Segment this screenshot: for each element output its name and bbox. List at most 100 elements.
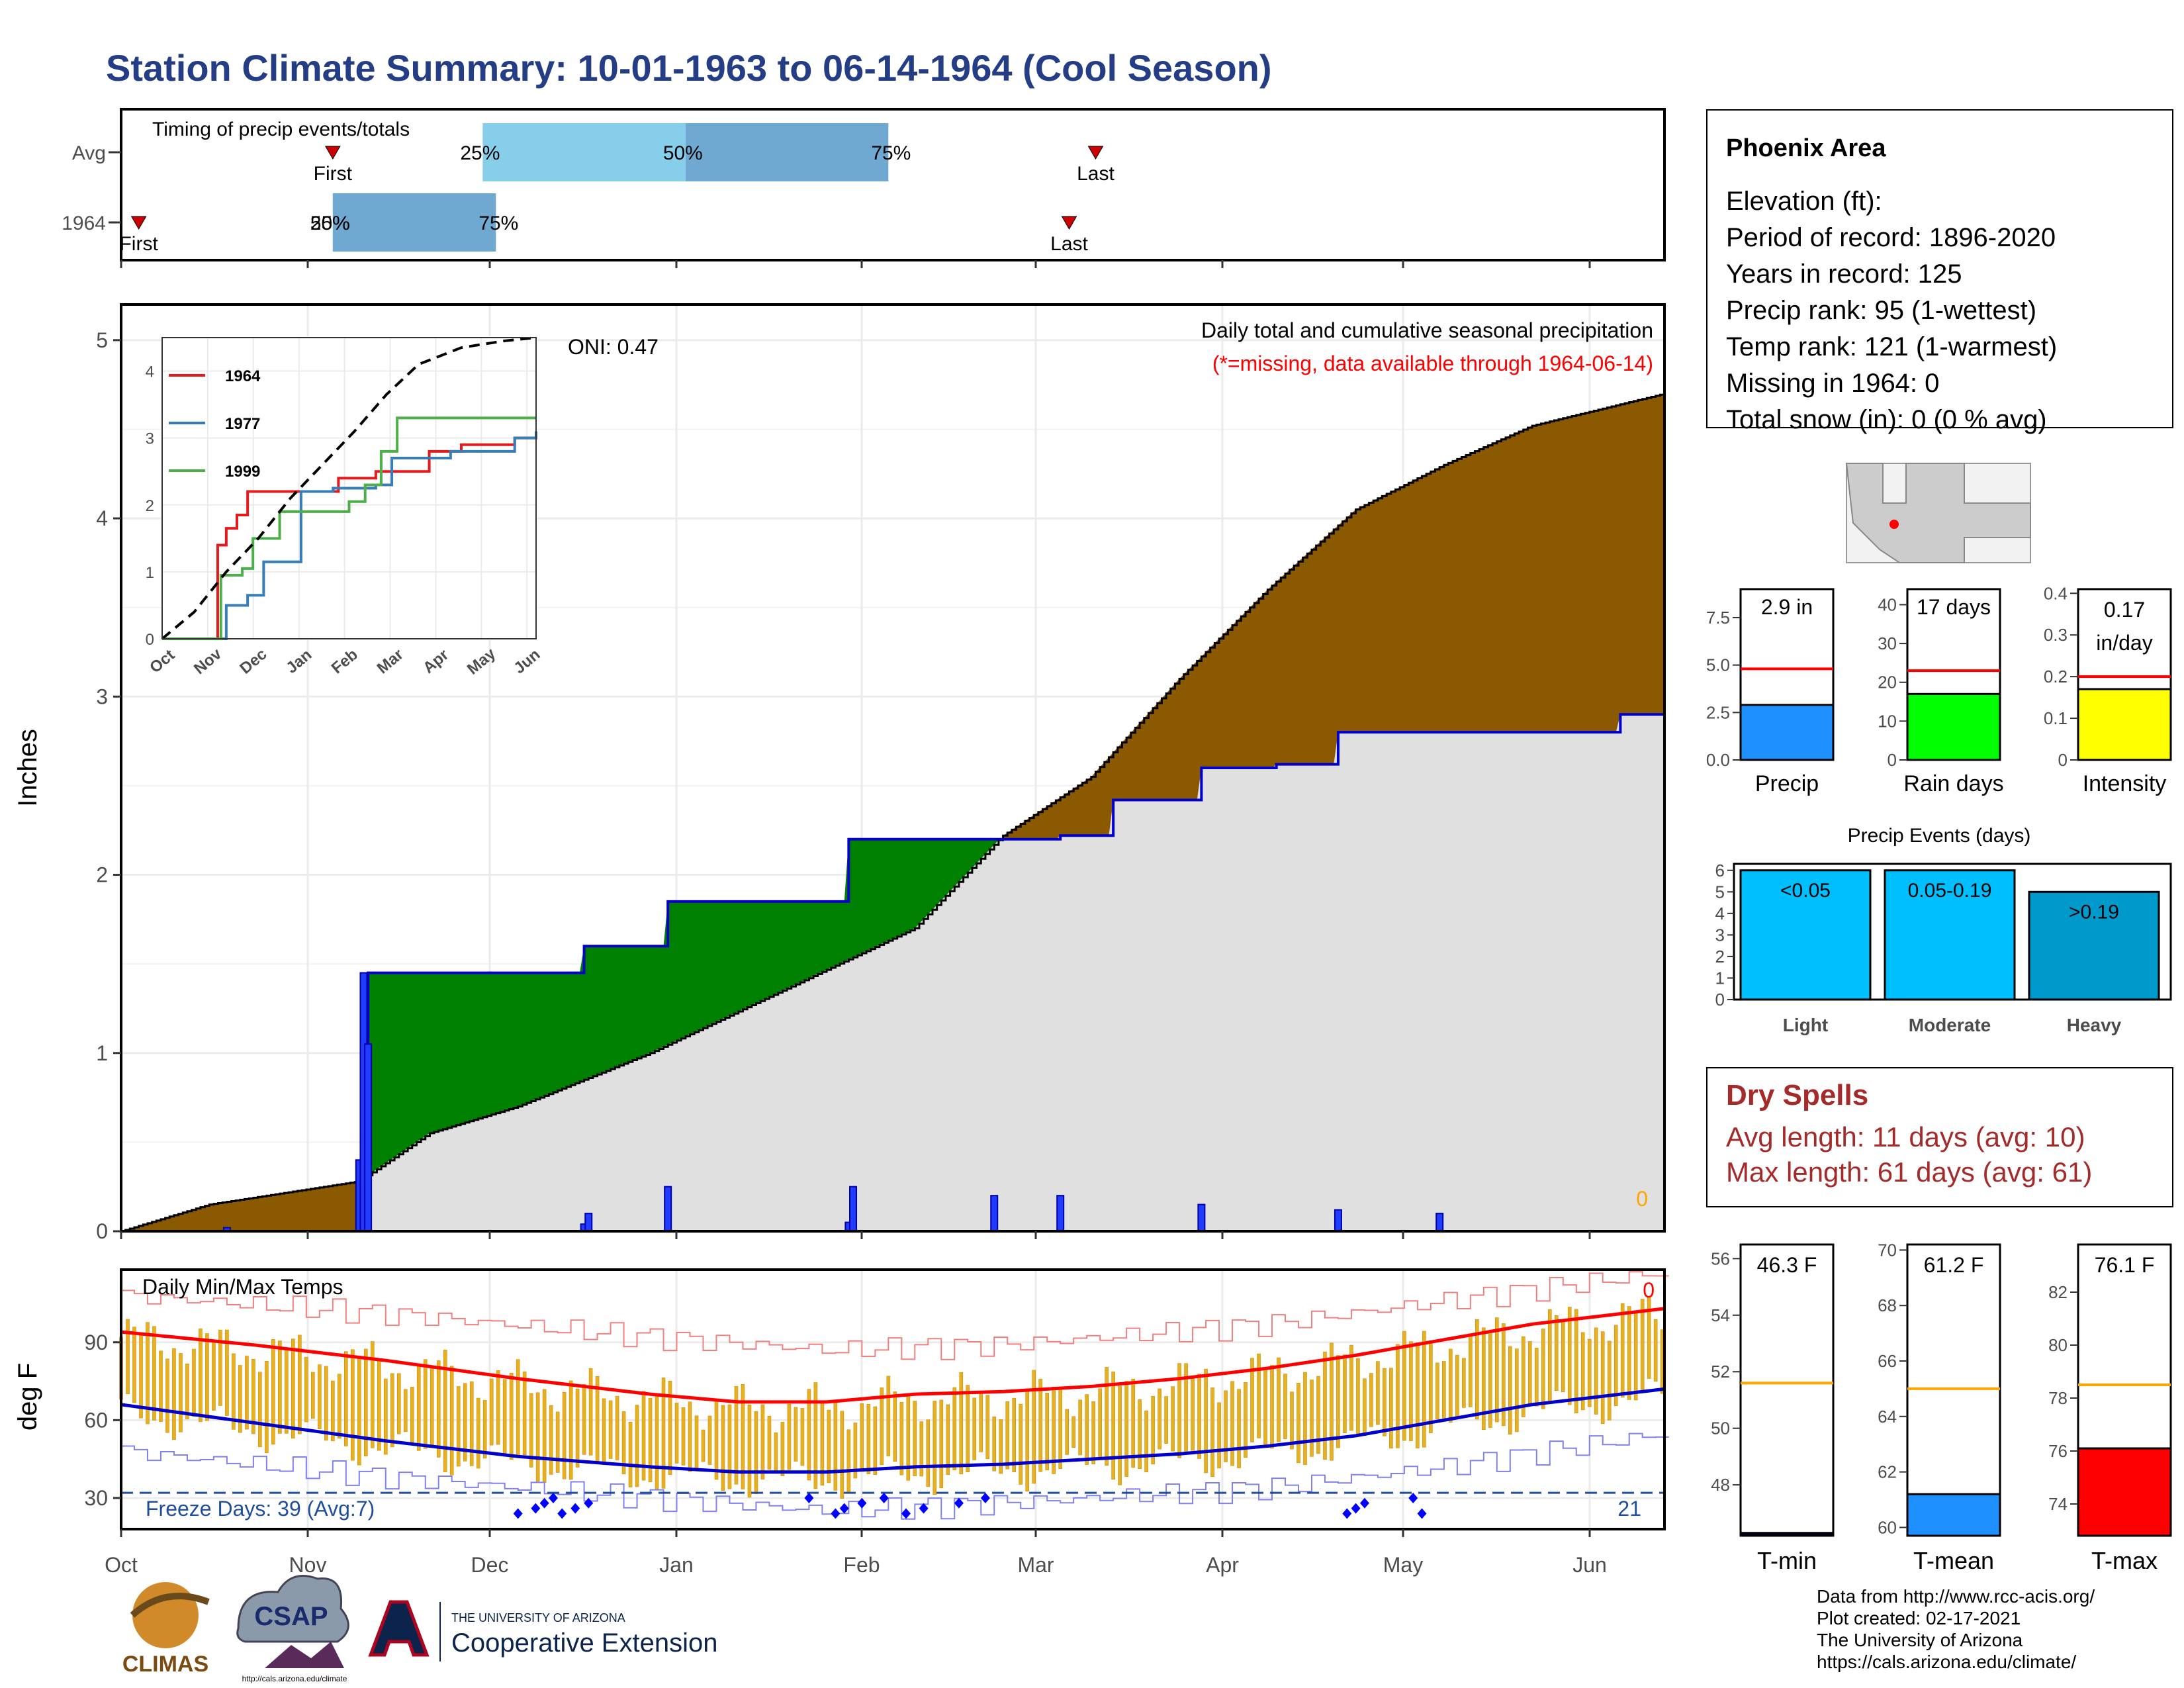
daily-temp-bar [1025, 1388, 1030, 1492]
quartile-50-label: 50% [310, 212, 350, 234]
daily-temp-bar [350, 1349, 355, 1461]
temp-y-tick-label: 90 [84, 1331, 108, 1354]
daily-temp-bar [1343, 1354, 1347, 1433]
daily-temp-bar [1416, 1342, 1420, 1448]
daily-temp-bar [496, 1370, 500, 1445]
daily-temp-bar [1244, 1382, 1248, 1458]
daily-temp-bar [1336, 1355, 1340, 1448]
daily-temp-bar [787, 1403, 792, 1470]
small-bar-tick-label: 2.5 [1706, 702, 1730, 722]
precip-event-bar-label: >0.19 [2069, 901, 2119, 923]
freeze-day-marker [548, 1492, 558, 1503]
precip-events-title: Precip Events (days) [1848, 825, 2031, 847]
below-average-area [1003, 393, 1664, 839]
daily-temp-bar [655, 1395, 659, 1490]
daily-temp-bar [641, 1391, 646, 1481]
freeze-day-marker [584, 1497, 594, 1509]
small-bar-value-label: 17 days [1917, 595, 1991, 619]
daily-temp-bar [265, 1361, 269, 1454]
temp-summary-value-label: 46.3 F [1757, 1253, 1817, 1277]
station-detail-line: Total snow (in): 0 (0 % avg) [1726, 405, 2047, 434]
daily-temp-bar [734, 1385, 739, 1485]
small-bar-tick-label: 0.0 [1706, 750, 1730, 770]
missing-count-label: 0 [1636, 1187, 1648, 1211]
freeze-day-marker [954, 1497, 964, 1509]
inset-y-tick-label: 4 [146, 363, 154, 381]
daily-temp-bar [1204, 1368, 1208, 1474]
inset-y-tick-label: 2 [146, 497, 154, 515]
daily-temp-bar [1237, 1389, 1241, 1468]
daily-temp-bar [1058, 1387, 1062, 1469]
daily-temp-bar [800, 1408, 805, 1466]
daily-temp-bar [1502, 1323, 1506, 1427]
precip-events-frame [1733, 863, 2172, 1001]
daily-temp-bar [1019, 1403, 1023, 1485]
daily-temp-bar [840, 1411, 844, 1499]
last-event-marker [1087, 146, 1104, 160]
daily-temp-bar [1071, 1416, 1075, 1448]
daily-temp-bar [396, 1373, 401, 1434]
quartile-50-label: 50% [663, 142, 703, 164]
precip-events-tick-label: 6 [1715, 861, 1725, 880]
daily-temp-bar [747, 1404, 752, 1498]
daily-temp-bar [291, 1338, 295, 1438]
daily-temp-bar [846, 1429, 851, 1493]
main-y-tick-label: 1 [96, 1041, 108, 1065]
university-of-arizona-logo [368, 1600, 430, 1657]
daily-temp-bar [807, 1389, 811, 1481]
daily-temp-bar [271, 1339, 275, 1445]
daily-temp-bar [410, 1387, 414, 1442]
daily-temp-bar [1316, 1376, 1320, 1454]
station-detail-line: Precip rank: 95 (1-wettest) [1726, 296, 2037, 325]
normal-min-line [120, 1387, 1665, 1474]
daily-temp-bar [1541, 1329, 1545, 1409]
daily-temp-bar [1111, 1372, 1115, 1480]
temp-summary-value-label: 61.2 F [1924, 1253, 1984, 1277]
daily-temp-bar [873, 1406, 878, 1475]
daily-temp-bar [959, 1372, 964, 1475]
daily-temp-bar [1091, 1401, 1095, 1465]
daily-temp-bar [1283, 1374, 1287, 1439]
daily-temp-bar [258, 1372, 262, 1447]
daily-temp-bar [1449, 1348, 1453, 1423]
freeze-day-marker [513, 1508, 523, 1519]
daily-temp-bar [476, 1397, 480, 1469]
daily-temp-bar [1045, 1392, 1049, 1471]
daily-temp-bar [212, 1340, 216, 1411]
daily-temp-bar [946, 1404, 950, 1475]
daily-temp-bar [794, 1407, 798, 1462]
daily-temp-bar [1527, 1341, 1532, 1406]
precip-event-bar [1739, 869, 1872, 1001]
daily-precip-bar [1197, 1203, 1206, 1232]
main-y-tick-label: 3 [96, 684, 108, 708]
last-event-marker [1061, 216, 1077, 230]
daily-temp-bar [674, 1403, 679, 1464]
daily-temp-bar [701, 1429, 705, 1462]
first-event-label: First [314, 163, 353, 185]
daily-temp-bar [741, 1384, 745, 1489]
daily-temp-bar [767, 1416, 772, 1470]
temp-summary-category-label: T-max [2091, 1547, 2158, 1574]
daily-temp-bar [1429, 1340, 1433, 1433]
daily-temp-bar [311, 1372, 315, 1419]
quartile-25-label: 25% [460, 142, 500, 164]
freeze-day-marker [919, 1503, 929, 1514]
daily-precip-bar [990, 1195, 999, 1232]
normal-max-line [120, 1307, 1665, 1404]
daily-temp-bar [1567, 1307, 1572, 1405]
daily-temp-bar [1098, 1388, 1102, 1460]
freeze-day-marker [879, 1492, 889, 1503]
daily-temp-bar [1402, 1331, 1406, 1441]
daily-temp-bar [390, 1373, 394, 1448]
daily-temp-bar [913, 1401, 917, 1476]
daily-temp-bar [1580, 1332, 1585, 1411]
daily-temp-bar [509, 1372, 514, 1460]
daily-temp-bar [1587, 1338, 1592, 1407]
freeze-day-marker [570, 1503, 580, 1514]
daily-temp-bar [754, 1411, 758, 1494]
daily-temp-bar [555, 1411, 560, 1473]
freeze-day-marker [980, 1492, 990, 1503]
small-bar-category-label: Rain days [1903, 771, 2003, 796]
first-event-marker [324, 146, 341, 160]
daily-temp-bar [1078, 1399, 1082, 1456]
